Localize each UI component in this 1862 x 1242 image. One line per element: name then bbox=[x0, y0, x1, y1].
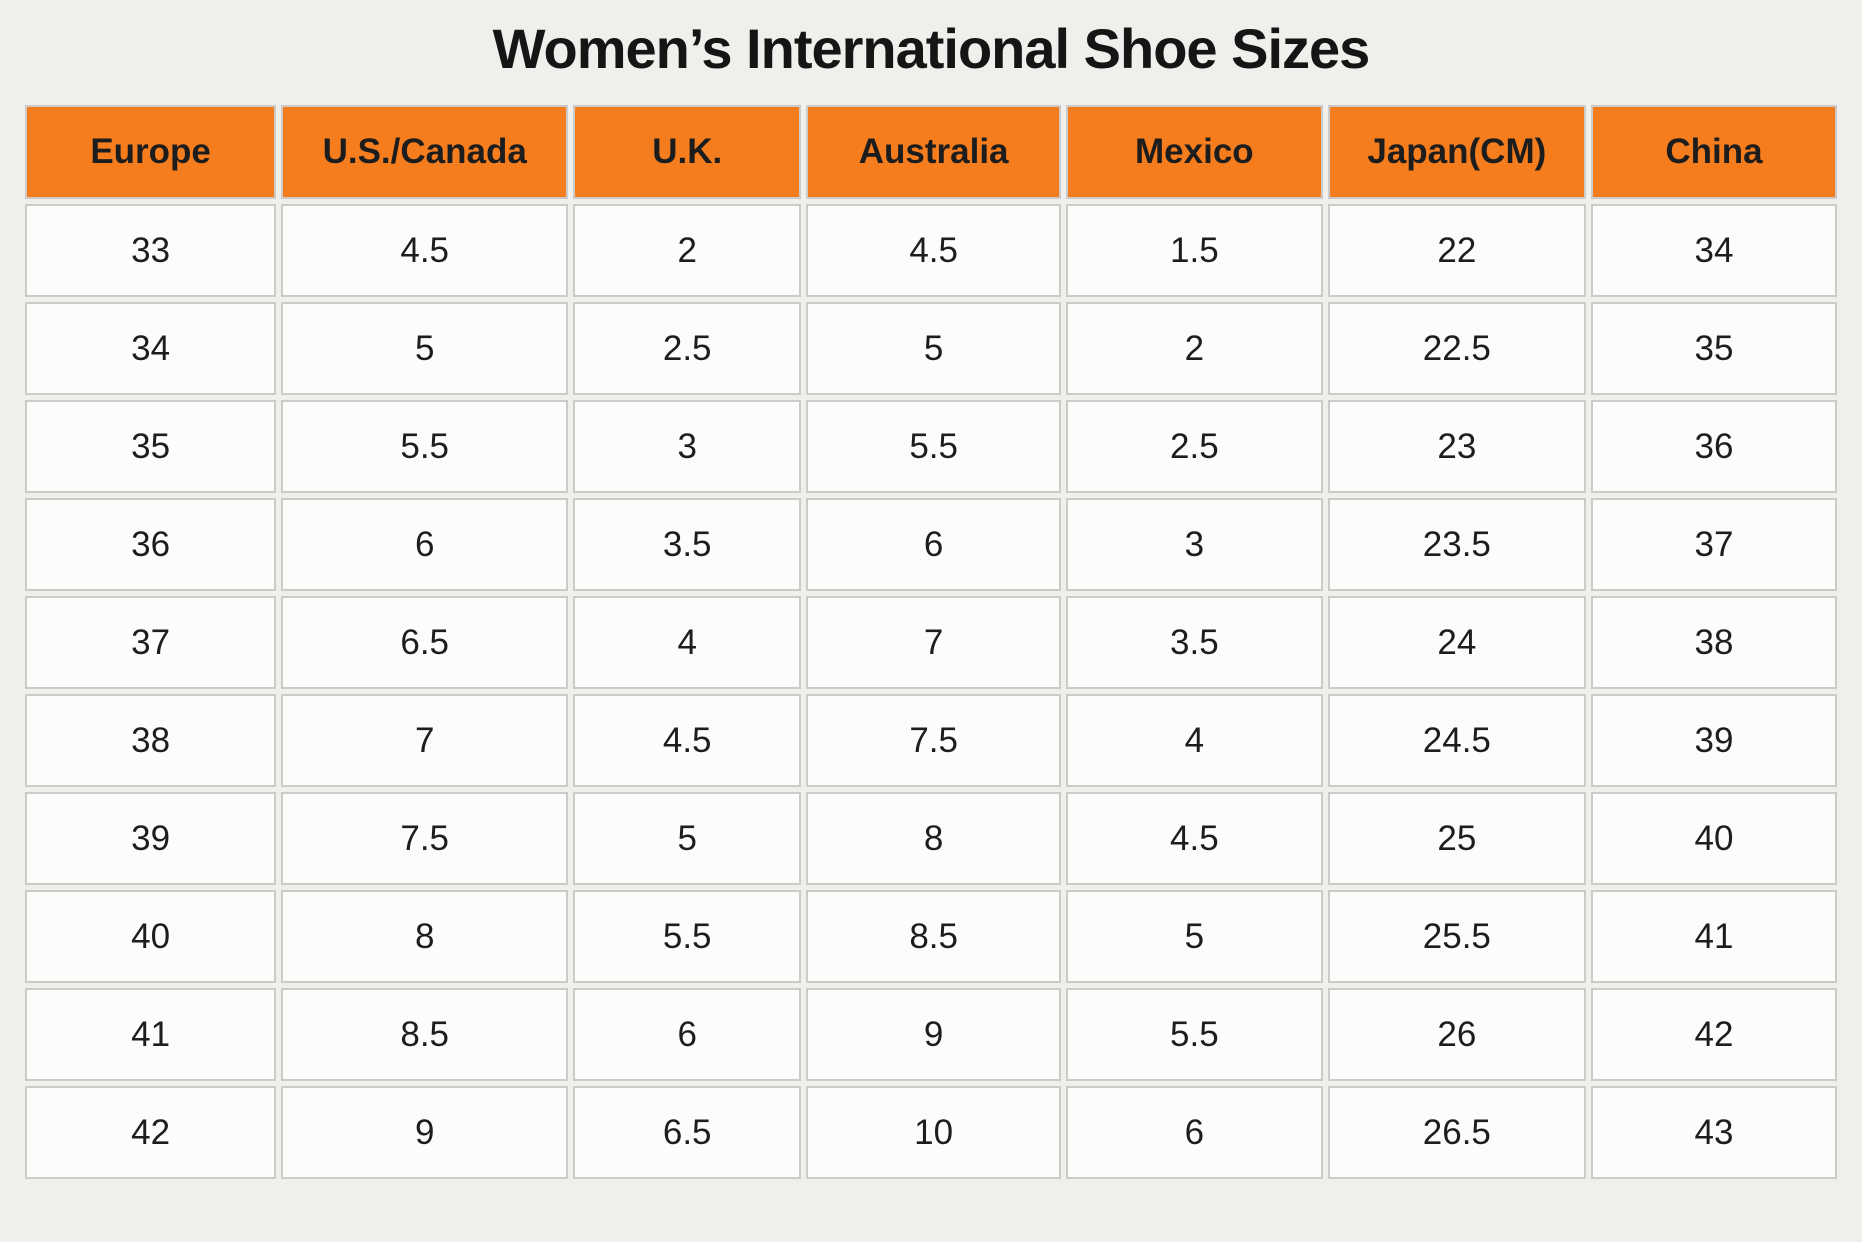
size-cell: 3.5 bbox=[1066, 596, 1323, 689]
size-cell: 33 bbox=[25, 204, 277, 297]
table-row: 36 6 3.5 6 3 23.5 37 bbox=[25, 498, 1837, 591]
size-cell: 37 bbox=[25, 596, 277, 689]
size-cell: 22 bbox=[1327, 204, 1587, 297]
table-row: 42 9 6.5 10 6 26.5 43 bbox=[25, 1086, 1837, 1179]
size-cell: 4.5 bbox=[1066, 792, 1323, 885]
size-cell: 6 bbox=[806, 498, 1062, 591]
size-cell: 7.5 bbox=[281, 792, 569, 885]
size-cell: 40 bbox=[25, 890, 277, 983]
size-cell: 34 bbox=[1591, 204, 1837, 297]
shoe-size-table: Europe U.S./Canada U.K. Australia Mexico Japa… bbox=[20, 100, 1842, 1184]
table-row: 39 7.5 5 8 4.5 25 40 bbox=[25, 792, 1837, 885]
column-header-china: China bbox=[1591, 105, 1837, 199]
size-cell: 2.5 bbox=[573, 302, 802, 395]
size-cell: 26 bbox=[1327, 988, 1587, 1081]
size-cell: 4.5 bbox=[806, 204, 1062, 297]
table-row: 38 7 4.5 7.5 4 24.5 39 bbox=[25, 694, 1837, 787]
column-header-europe: Europe bbox=[25, 105, 277, 199]
size-cell: 43 bbox=[1591, 1086, 1837, 1179]
size-cell: 4.5 bbox=[573, 694, 802, 787]
size-cell: 39 bbox=[25, 792, 277, 885]
size-cell: 6 bbox=[281, 498, 569, 591]
size-cell: 3.5 bbox=[573, 498, 802, 591]
size-cell: 35 bbox=[1591, 302, 1837, 395]
size-cell: 7 bbox=[281, 694, 569, 787]
size-cell: 8 bbox=[281, 890, 569, 983]
table-row: 40 8 5.5 8.5 5 25.5 41 bbox=[25, 890, 1837, 983]
column-header-u-k: U.K. bbox=[573, 105, 802, 199]
size-cell: 39 bbox=[1591, 694, 1837, 787]
size-cell: 41 bbox=[1591, 890, 1837, 983]
size-cell: 34 bbox=[25, 302, 277, 395]
size-cell: 4 bbox=[1066, 694, 1323, 787]
column-header-u-s-canada: U.S./Canada bbox=[281, 105, 569, 199]
size-cell: 7.5 bbox=[806, 694, 1062, 787]
size-cell: 9 bbox=[806, 988, 1062, 1081]
size-cell: 5 bbox=[573, 792, 802, 885]
column-header-japan-cm: Japan(CM) bbox=[1327, 105, 1587, 199]
size-cell: 5 bbox=[1066, 890, 1323, 983]
size-cell: 24.5 bbox=[1327, 694, 1587, 787]
table-row: 33 4.5 2 4.5 1.5 22 34 bbox=[25, 204, 1837, 297]
size-cell: 36 bbox=[25, 498, 277, 591]
size-cell: 42 bbox=[1591, 988, 1837, 1081]
size-cell: 22.5 bbox=[1327, 302, 1587, 395]
size-cell: 6 bbox=[1066, 1086, 1323, 1179]
size-cell: 36 bbox=[1591, 400, 1837, 493]
size-cell: 24 bbox=[1327, 596, 1587, 689]
size-cell: 6 bbox=[573, 988, 802, 1081]
size-cell: 2.5 bbox=[1066, 400, 1323, 493]
column-header-mexico: Mexico bbox=[1066, 105, 1323, 199]
shoe-size-table-container: Europe U.S./Canada U.K. Australia Mexico Japa… bbox=[0, 92, 1862, 1184]
size-cell: 5.5 bbox=[1066, 988, 1323, 1081]
size-cell: 8.5 bbox=[281, 988, 569, 1081]
header-row: Europe U.S./Canada U.K. Australia Mexico Japa… bbox=[25, 105, 1837, 199]
size-cell: 41 bbox=[25, 988, 277, 1081]
size-cell: 6.5 bbox=[573, 1086, 802, 1179]
size-cell: 23 bbox=[1327, 400, 1587, 493]
table-row: 41 8.5 6 9 5.5 26 42 bbox=[25, 988, 1837, 1081]
size-cell: 7 bbox=[806, 596, 1062, 689]
size-cell: 4 bbox=[573, 596, 802, 689]
size-cell: 38 bbox=[1591, 596, 1837, 689]
size-cell: 40 bbox=[1591, 792, 1837, 885]
size-cell: 8.5 bbox=[806, 890, 1062, 983]
column-header-australia: Australia bbox=[806, 105, 1062, 199]
size-cell: 3 bbox=[573, 400, 802, 493]
page-title: Women’s International Shoe Sizes bbox=[492, 17, 1371, 80]
size-cell: 6.5 bbox=[281, 596, 569, 689]
size-cell: 1.5 bbox=[1066, 204, 1323, 297]
size-cell: 23.5 bbox=[1327, 498, 1587, 591]
size-cell: 26.5 bbox=[1327, 1086, 1587, 1179]
table-row: 37 6.5 4 7 3.5 24 38 bbox=[25, 596, 1837, 689]
size-cell: 38 bbox=[25, 694, 277, 787]
size-cell: 35 bbox=[25, 400, 277, 493]
size-cell: 37 bbox=[1591, 498, 1837, 591]
size-cell: 5 bbox=[806, 302, 1062, 395]
size-cell: 42 bbox=[25, 1086, 277, 1179]
size-cell: 25.5 bbox=[1327, 890, 1587, 983]
size-cell: 5.5 bbox=[573, 890, 802, 983]
size-cell: 9 bbox=[281, 1086, 569, 1179]
size-cell: 25 bbox=[1327, 792, 1587, 885]
size-cell: 3 bbox=[1066, 498, 1323, 591]
size-cell: 5 bbox=[281, 302, 569, 395]
size-cell: 2 bbox=[573, 204, 802, 297]
table-row: 35 5.5 3 5.5 2.5 23 36 bbox=[25, 400, 1837, 493]
size-cell: 10 bbox=[806, 1086, 1062, 1179]
table-row: 34 5 2.5 5 2 22.5 35 bbox=[25, 302, 1837, 395]
size-cell: 2 bbox=[1066, 302, 1323, 395]
size-cell: 8 bbox=[806, 792, 1062, 885]
size-cell: 5.5 bbox=[281, 400, 569, 493]
size-cell: 5.5 bbox=[806, 400, 1062, 493]
size-cell: 4.5 bbox=[281, 204, 569, 297]
